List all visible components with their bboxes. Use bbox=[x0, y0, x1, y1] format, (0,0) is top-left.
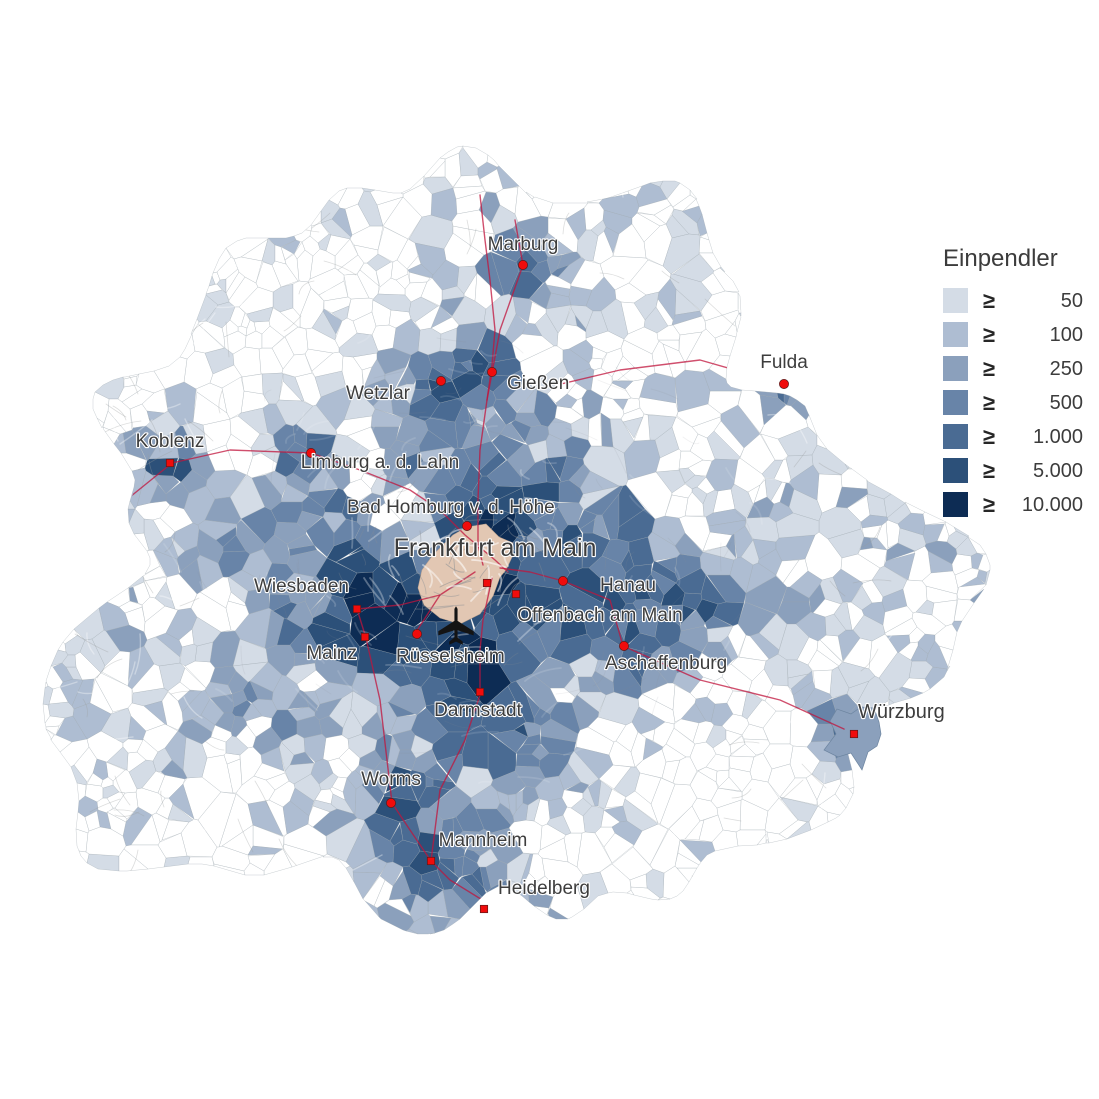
svg-text:Heidelberg: Heidelberg bbox=[498, 878, 590, 899]
svg-text:≥: ≥ bbox=[983, 390, 995, 415]
svg-text:Mainz: Mainz bbox=[306, 643, 357, 664]
svg-text:5.000: 5.000 bbox=[1033, 460, 1083, 482]
svg-text:Mannheim: Mannheim bbox=[439, 830, 528, 851]
svg-text:Marburg: Marburg bbox=[488, 234, 559, 255]
svg-text:Bad Homburg v. d. Höhe: Bad Homburg v. d. Höhe bbox=[347, 497, 555, 518]
svg-text:≥: ≥ bbox=[983, 288, 995, 313]
svg-text:100: 100 bbox=[1050, 324, 1083, 346]
svg-text:Koblenz: Koblenz bbox=[136, 431, 205, 452]
svg-text:Worms: Worms bbox=[361, 769, 421, 790]
svg-text:500: 500 bbox=[1050, 392, 1083, 414]
svg-text:Gießen: Gießen bbox=[507, 373, 569, 394]
svg-text:≥: ≥ bbox=[983, 424, 995, 449]
svg-text:Limburg a. d. Lahn: Limburg a. d. Lahn bbox=[301, 452, 459, 473]
svg-text:Hanau: Hanau bbox=[600, 575, 656, 596]
svg-text:250: 250 bbox=[1050, 358, 1083, 380]
svg-text:Rüsselsheim: Rüsselsheim bbox=[396, 646, 505, 667]
svg-text:Aschaffenburg: Aschaffenburg bbox=[605, 653, 727, 674]
svg-text:Frankfurt am Main: Frankfurt am Main bbox=[394, 534, 597, 562]
svg-text:Fulda: Fulda bbox=[760, 352, 808, 373]
svg-text:Darmstadt: Darmstadt bbox=[434, 700, 522, 721]
svg-text:Würzburg: Würzburg bbox=[858, 701, 945, 723]
svg-text:Wetzlar: Wetzlar bbox=[346, 383, 411, 404]
svg-text:Einpendler: Einpendler bbox=[943, 245, 1058, 272]
svg-text:1.000: 1.000 bbox=[1033, 426, 1083, 448]
svg-text:Wiesbaden: Wiesbaden bbox=[254, 576, 349, 597]
svg-text:≥: ≥ bbox=[983, 458, 995, 483]
svg-text:≥: ≥ bbox=[983, 356, 995, 381]
svg-text:50: 50 bbox=[1061, 290, 1083, 312]
svg-text:10.000: 10.000 bbox=[1022, 494, 1083, 516]
svg-text:≥: ≥ bbox=[983, 492, 995, 517]
svg-text:Offenbach am Main: Offenbach am Main bbox=[517, 605, 682, 626]
svg-text:≥: ≥ bbox=[983, 322, 995, 347]
